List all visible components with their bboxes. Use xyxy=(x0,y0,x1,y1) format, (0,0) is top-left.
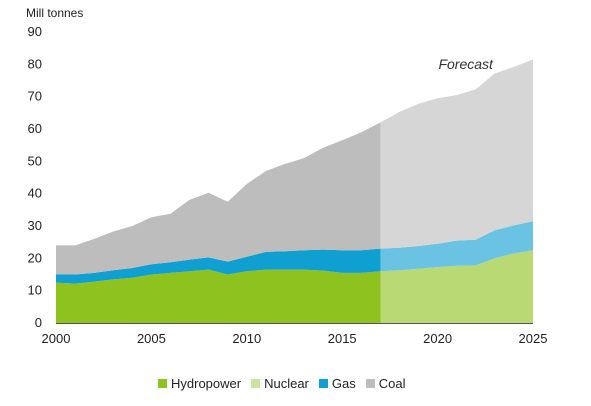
x-tick-label: 2010 xyxy=(232,331,261,346)
legend-item-coal: Coal xyxy=(365,376,406,391)
y-tick-label: 60 xyxy=(28,121,42,136)
chart-legend: Hydropower Nuclear Gas Coal xyxy=(158,376,415,391)
legend-label-nuclear: Nuclear xyxy=(264,376,309,391)
y-tick-label: 0 xyxy=(35,315,42,330)
area-coal xyxy=(56,59,533,275)
forecast-label: Forecast xyxy=(438,56,494,72)
x-tick-label: 2005 xyxy=(137,331,166,346)
legend-item-hydropower: Hydropower xyxy=(158,376,241,391)
legend-item-nuclear: Nuclear xyxy=(251,376,309,391)
y-axis-title: Mill tonnes xyxy=(26,6,84,20)
legend-label-hydropower: Hydropower xyxy=(171,376,242,391)
area-hydropower xyxy=(56,250,533,323)
area-gas xyxy=(56,221,533,284)
legend-swatch-nuclear xyxy=(251,379,261,388)
legend-swatch-gas xyxy=(318,379,328,388)
y-tick-label: 40 xyxy=(28,186,42,201)
x-tick-label: 2025 xyxy=(519,331,548,346)
y-tick-label: 30 xyxy=(28,218,42,233)
y-tick-label: 70 xyxy=(28,89,42,104)
forecast-region xyxy=(380,42,547,323)
y-tick-label: 80 xyxy=(28,56,42,71)
legend-label-gas: Gas xyxy=(331,376,356,391)
legend-label-coal: Coal xyxy=(378,376,406,391)
y-tick-label: 20 xyxy=(28,250,42,265)
x-tick-label: 2020 xyxy=(423,331,452,346)
legend-swatch-hydropower xyxy=(158,379,167,388)
legend-swatch-coal xyxy=(365,379,375,388)
legend-item-gas: Gas xyxy=(318,376,356,391)
x-tick-label: 2015 xyxy=(328,331,357,346)
x-tick-label: 2000 xyxy=(42,331,71,346)
y-tick-label: 50 xyxy=(28,153,42,168)
y-tick-label: 10 xyxy=(28,283,42,298)
y-tick-label: 90 xyxy=(28,24,42,39)
